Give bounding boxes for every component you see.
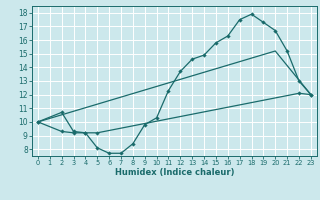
X-axis label: Humidex (Indice chaleur): Humidex (Indice chaleur) — [115, 168, 234, 177]
